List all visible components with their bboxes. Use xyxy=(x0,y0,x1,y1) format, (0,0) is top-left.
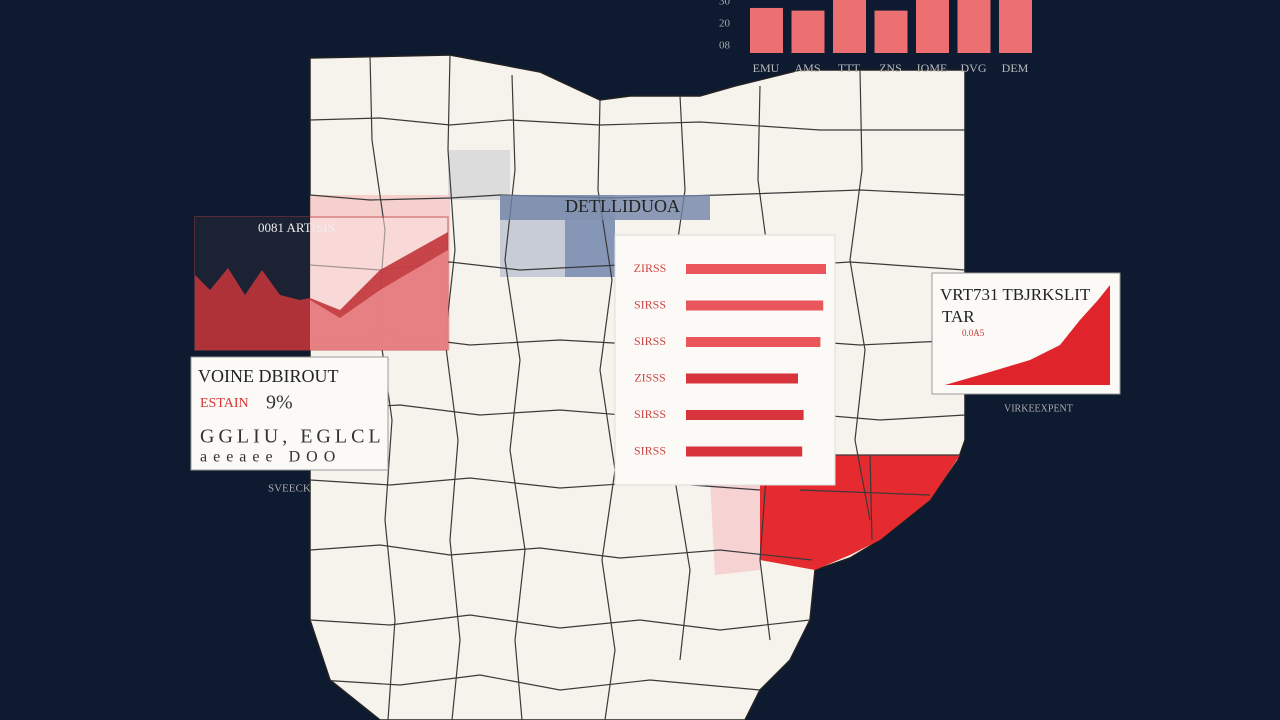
bar xyxy=(791,10,825,54)
right-note: 0.0A5 xyxy=(962,328,985,338)
category-label: DVG xyxy=(961,61,987,75)
bar xyxy=(957,0,991,53)
bar xyxy=(686,337,821,347)
category-label: TTT xyxy=(838,61,861,75)
left-area-chart: 0081 ARTISIS xyxy=(194,216,449,351)
category-label: IOME xyxy=(917,61,948,75)
right-subtitle: TAR xyxy=(942,307,975,326)
bar xyxy=(833,0,866,53)
right-title: VRT731 TBJRKSLIT xyxy=(940,285,1091,304)
center-panel: DETLLIDUOA ZIRSS SIRSS SIRSS ZISSS SIRSS SIRS… xyxy=(500,195,836,486)
right-box: VRT731 TBJRKSLIT TAR 0.0A5 VIRKEEXPENT xyxy=(931,272,1121,414)
row-label: SIRSS xyxy=(634,407,666,421)
category-label: ZNS xyxy=(879,61,902,75)
category-label: DEM xyxy=(1002,61,1029,75)
axis-label: 08 xyxy=(719,40,731,52)
axis-label: 30 xyxy=(719,0,731,8)
bar xyxy=(874,10,908,54)
category-label: EMU xyxy=(753,61,780,75)
info-box: VOINE DBIROUT ESTAIN 9% GGLIU, EGLCL aee… xyxy=(190,356,389,495)
row-label: ZIRSS xyxy=(634,261,667,275)
bar xyxy=(686,410,804,420)
info-line: aeeaee DOO xyxy=(200,449,341,466)
row-label: ZISSS xyxy=(634,370,665,384)
info-label: ESTAIN xyxy=(200,396,249,411)
info-caption: SVEECK xyxy=(268,483,311,495)
bar xyxy=(686,373,798,384)
row-label: SIRSS xyxy=(634,334,666,348)
bar xyxy=(686,446,803,457)
info-title: VOINE DBIROUT xyxy=(198,366,338,386)
left-chart-title: 0081 ARTISIS xyxy=(258,220,335,235)
bar xyxy=(999,0,1032,53)
bar xyxy=(686,300,824,311)
category-label: AMS xyxy=(794,61,820,75)
bar xyxy=(750,7,783,53)
info-value: 9% xyxy=(266,392,293,414)
bar xyxy=(686,264,826,274)
panel-header xyxy=(500,195,710,220)
panel-bg xyxy=(614,234,836,486)
row-label: SIRSS xyxy=(634,297,666,311)
top-bar-chart: 30 20 08 EMU AMS TTT ZNS IOME DVG DEM xyxy=(719,0,1032,75)
info-line: GGLIU, EGLCL xyxy=(200,426,385,448)
panel-title: DETLLIDUOA xyxy=(565,196,680,216)
bar xyxy=(916,0,949,53)
row-label: SIRSS xyxy=(634,443,666,457)
axis-label: 20 xyxy=(719,18,731,30)
right-caption: VIRKEEXPENT xyxy=(1004,403,1073,414)
